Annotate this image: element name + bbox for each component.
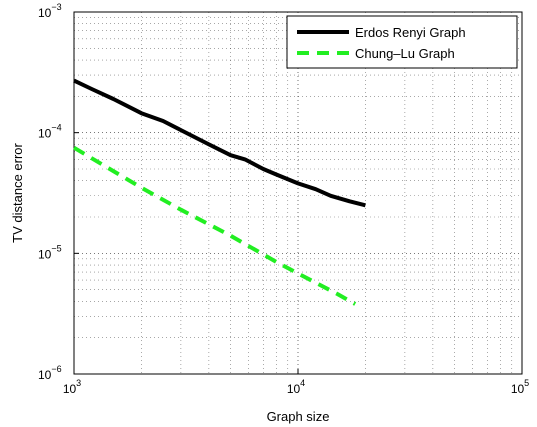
legend: Erdos Renyi Graph Chung–Lu Graph <box>286 15 518 69</box>
series-line-1 <box>72 145 357 306</box>
y-axis-label: TV distance error <box>10 142 25 242</box>
x-tick-label: 105 <box>511 378 529 396</box>
grid-lines <box>74 12 522 374</box>
axis-ticks: 103 104 105 10−6 10−5 10−4 10−3 <box>38 2 529 396</box>
legend-label-0: Erdos Renyi Graph <box>355 25 466 40</box>
legend-box <box>286 15 518 69</box>
series-lines <box>72 78 366 306</box>
y-tick-label: 10−3 <box>38 2 62 20</box>
series-line-0 <box>73 78 366 208</box>
x-axis-label: Graph size <box>267 409 330 424</box>
y-tick-label: 10−5 <box>38 243 62 261</box>
x-tick-label: 103 <box>63 378 81 396</box>
x-tick-label: 104 <box>287 378 305 396</box>
legend-label-1: Chung–Lu Graph <box>355 46 455 61</box>
y-tick-label: 10−6 <box>38 364 62 382</box>
y-tick-label: 10−4 <box>38 123 62 141</box>
